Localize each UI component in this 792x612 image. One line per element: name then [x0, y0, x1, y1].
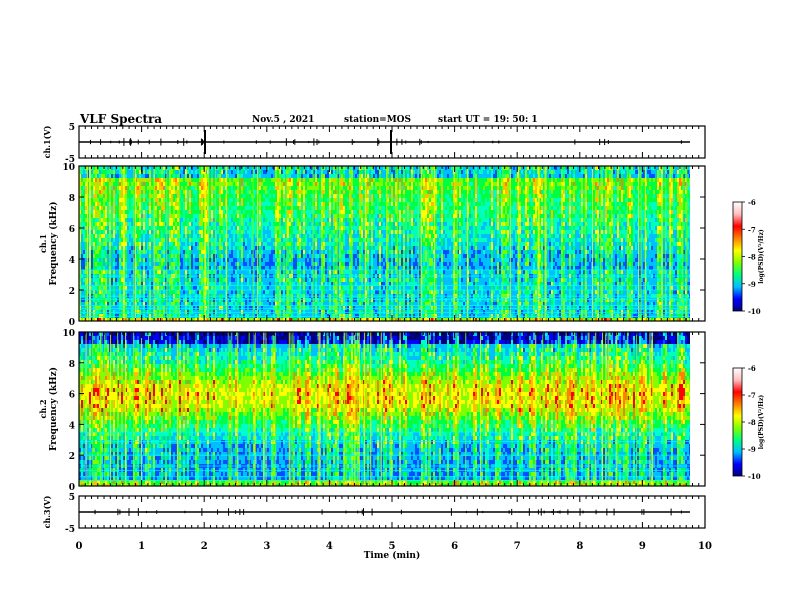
ch1-freq-y-tick-label: 8: [69, 194, 75, 204]
ch1-colorbar: [732, 201, 743, 312]
ch2-colorbar-tick: -7: [748, 391, 756, 400]
ch2-colorbar-tick: -6: [748, 364, 756, 373]
x-tick-label: 8: [576, 541, 583, 552]
ch2-colorbar-label: log(PSD)(V²/Hz): [758, 395, 765, 450]
ch1-waveform-y-tick-label: -5: [65, 155, 75, 165]
x-tick-label: 1: [138, 541, 145, 552]
no-data-region: [690, 166, 705, 321]
ch2-colorbar-tick: -9: [748, 445, 756, 454]
ch2-freq-y-tick-label: 6: [69, 391, 75, 401]
x-tick-label: 10: [698, 541, 712, 552]
x-tick-label: 6: [451, 541, 458, 552]
ch3-waveform-y-tick-label: 5: [69, 493, 75, 503]
ch1-colorbar-label: log(PSD)(V²/Hz): [758, 229, 765, 284]
ch1-colorbar-tick: -6: [748, 198, 756, 207]
ch1-spectrogram-ylabel-freq: Frequency (kHz): [48, 201, 59, 285]
ch2-spectrogram: [79, 332, 705, 486]
ch2-spectrogram-ylabel-channel: ch.2: [38, 399, 48, 418]
ch2-colorbar: [732, 367, 743, 477]
ch2-freq-y-tick-label: 10: [62, 329, 75, 339]
ch1-freq-y-tick-label: 6: [69, 225, 75, 235]
date-label: Nov.5 , 2021: [252, 115, 314, 125]
ch2-spectrogram-ylabel-freq: Frequency (kHz): [48, 367, 59, 451]
no-data-region: [690, 332, 705, 486]
ch1-colorbar-tick: -10: [748, 307, 761, 316]
x-tick-label: 3: [263, 541, 270, 552]
ch1-waveform-ylabel: ch.1(V): [42, 125, 52, 158]
station-label: station=MOS: [344, 115, 411, 125]
x-tick-label: 0: [76, 541, 83, 552]
chart-title: VLF Spectra: [80, 112, 162, 126]
ch2-colorbar-tick: -10: [748, 472, 761, 481]
ch2-freq-y-tick-label: 2: [69, 452, 75, 462]
ch2-freq-y-tick-label: 4: [69, 421, 75, 431]
x-tick-label: 2: [201, 541, 208, 552]
ch1-colorbar-tick: -8: [748, 253, 756, 262]
ch1-colorbar-tick: -7: [748, 225, 756, 234]
x-axis-label: Time (min): [364, 550, 421, 561]
ch2-freq-y-tick-label: 8: [69, 360, 75, 370]
ch2-freq-y-tick-label: 0: [69, 483, 75, 493]
x-tick-label: 9: [639, 541, 646, 552]
ch1-spectrogram: [79, 166, 705, 321]
ch1-freq-y-tick-label: 0: [69, 318, 75, 328]
ch1-spectrogram-ylabel-channel: ch.1: [38, 234, 48, 253]
x-tick-label: 4: [326, 541, 333, 552]
ch1-freq-y-tick-label: 10: [62, 163, 75, 173]
ch2-colorbar-tick: -8: [748, 418, 756, 427]
ch1-freq-y-tick-label: 4: [69, 256, 75, 266]
x-tick-label: 7: [514, 541, 521, 552]
ch3-waveform-y-tick-label: -5: [65, 525, 75, 535]
start-ut-label: start UT = 19: 50: 1: [438, 115, 538, 125]
ch3-waveform-ylabel: ch.3(V): [42, 495, 52, 528]
ch1-freq-y-tick-label: 2: [69, 287, 75, 297]
ch1-waveform-y-tick-label: 5: [69, 123, 75, 133]
x-tick-label: 5: [389, 541, 396, 552]
ch1-colorbar-tick: -9: [748, 280, 756, 289]
